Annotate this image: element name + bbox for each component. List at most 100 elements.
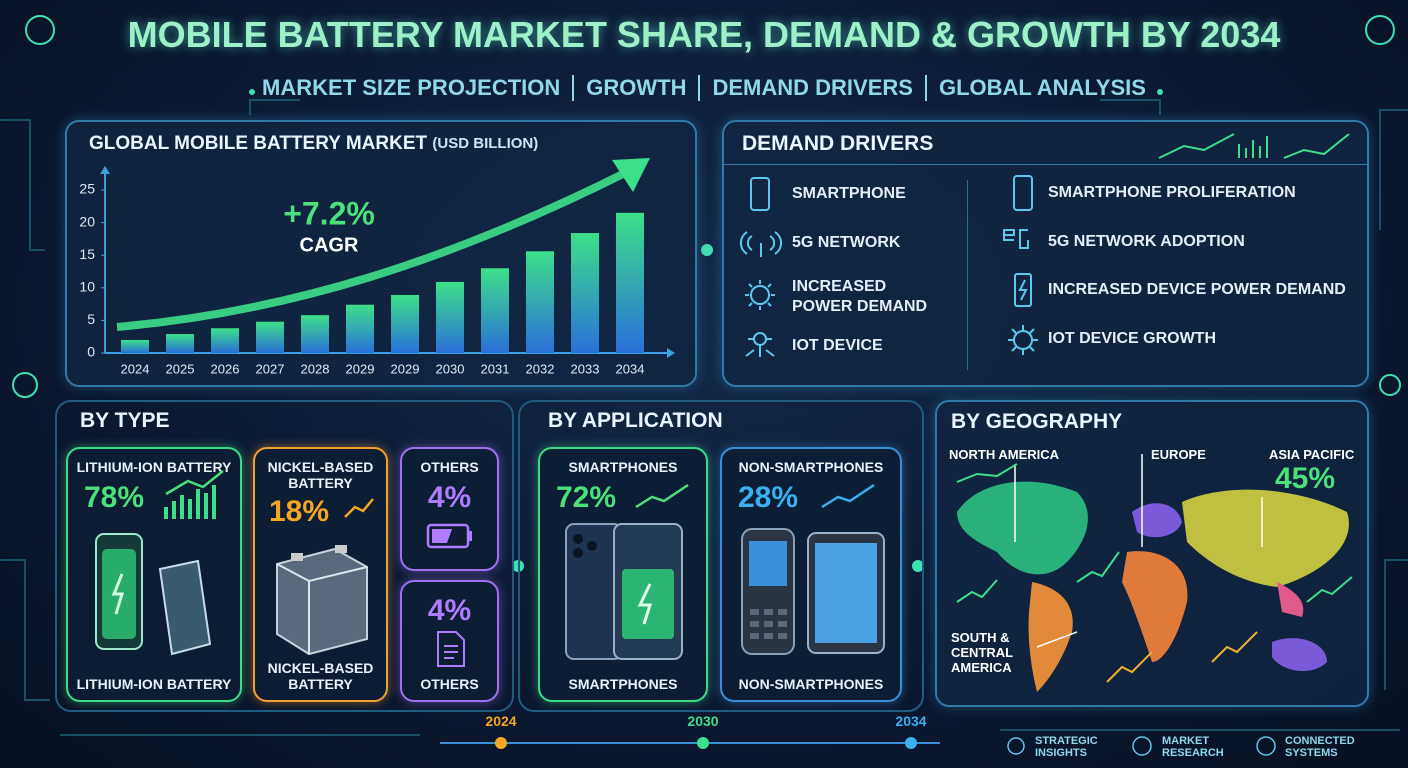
card-caption: NON-SMARTPHONES bbox=[738, 676, 884, 692]
y-tick-label: 20 bbox=[79, 213, 95, 229]
share: 18% bbox=[269, 495, 330, 528]
driver-icons bbox=[740, 133, 1350, 357]
card-caption: LITHIUM-ION BATTERY bbox=[76, 676, 232, 692]
driver: INCREASED DEVICE POWER DEMAND bbox=[1048, 281, 1346, 298]
x-axis-arrow bbox=[667, 348, 675, 358]
card-caption: NICKEL-BASED BATTERY bbox=[267, 660, 374, 692]
bar bbox=[121, 339, 149, 353]
card-caption: OTHERS bbox=[420, 676, 479, 692]
subtitle: MARKET SIZE PROJECTION GROWTH DEMAND DRIVE… bbox=[0, 75, 1408, 101]
cagr-value: +7.2% bbox=[283, 195, 375, 231]
bars bbox=[121, 212, 644, 353]
timeline-label: 2024 bbox=[485, 713, 516, 729]
y-tick-label: 15 bbox=[79, 246, 95, 262]
type-card: NICKEL-BASED BATTERY 18% NICKEL-BASED BA… bbox=[253, 447, 388, 702]
y-tick-label: 25 bbox=[79, 181, 95, 197]
timeline-dot bbox=[697, 737, 709, 749]
timeline-dot bbox=[495, 737, 507, 749]
application-section bbox=[518, 400, 924, 712]
card-caption: SMARTPHONES bbox=[568, 676, 678, 692]
panel-title: BY GEOGRAPHY bbox=[951, 410, 1123, 433]
x-tick-label: 2027 bbox=[256, 361, 285, 376]
region-label: ASIA PACIFIC bbox=[1269, 447, 1355, 462]
share: 4% bbox=[427, 481, 472, 514]
cagr-label: CAGR bbox=[300, 234, 359, 256]
driver: SMARTPHONE bbox=[792, 185, 906, 202]
chart-title: GLOBAL MOBILE BATTERY MARKET (USD BILLIO… bbox=[89, 133, 538, 154]
growth-arrow bbox=[116, 168, 629, 331]
bar bbox=[481, 268, 509, 353]
chart-title-main: GLOBAL MOBILE BATTERY MARKET bbox=[89, 133, 428, 154]
growth-arrow-head bbox=[612, 158, 650, 192]
lithium-illustration bbox=[95, 470, 224, 656]
bar bbox=[616, 212, 644, 353]
subtitle-item: DEMAND DRIVERS bbox=[698, 75, 924, 101]
subtitle-item: GLOBAL ANALYSIS bbox=[924, 75, 1158, 101]
subtitle-item: GROWTH bbox=[572, 75, 698, 101]
subtitle-item: MARKET SIZE PROJECTION bbox=[262, 75, 561, 100]
region-label: SOUTH & CENTRAL AMERICA bbox=[951, 630, 1013, 675]
type-card: 4% OTHERS bbox=[400, 580, 499, 702]
y-tick-label: 10 bbox=[79, 279, 95, 295]
driver: SMARTPHONE PROLIFERATION bbox=[1048, 184, 1296, 201]
x-tick-label: 2024 bbox=[121, 361, 150, 376]
y-tick-label: 5 bbox=[87, 311, 95, 327]
footer-item: STRATEGIC INSIGHTS bbox=[1035, 735, 1098, 759]
x-tick-label: 2033 bbox=[571, 361, 600, 376]
region-label: NORTH AMERICA bbox=[949, 447, 1060, 462]
x-tick-label: 2030 bbox=[436, 361, 465, 376]
x-tick-label: 2028 bbox=[301, 361, 330, 376]
region-label: EUROPE bbox=[1151, 447, 1206, 462]
y-tick-label: 0 bbox=[87, 344, 95, 360]
x-tick-label: 2025 bbox=[166, 361, 195, 376]
y-axis-arrow bbox=[100, 166, 110, 174]
nickel-illustration bbox=[276, 498, 374, 656]
driver: IOT DEVICE bbox=[792, 337, 883, 354]
timeline-label: 2030 bbox=[687, 713, 718, 729]
bar bbox=[166, 334, 194, 353]
divider bbox=[724, 164, 1367, 165]
card-label: OTHERS bbox=[420, 459, 479, 475]
geography-panel: BY GEOGRAPHY NORTH AMERICA EUROPE ASIA P… bbox=[935, 400, 1369, 707]
timeline-label: 2034 bbox=[895, 713, 926, 729]
driver: 5G NETWORK bbox=[792, 234, 901, 251]
x-tick-label: 2026 bbox=[211, 361, 240, 376]
type-card: OTHERS 4% bbox=[400, 447, 499, 571]
card-label: NICKEL-BASED BATTERY bbox=[267, 459, 374, 491]
panel-title: DEMAND DRIVERS bbox=[742, 132, 934, 155]
document-icon bbox=[437, 631, 465, 667]
x-tick-label: 2034 bbox=[616, 361, 645, 376]
card-label: LITHIUM-ION BATTERY bbox=[76, 459, 232, 475]
footer-item: CONNECTED SYSTEMS bbox=[1285, 735, 1355, 759]
bar bbox=[211, 328, 239, 353]
bar bbox=[391, 294, 419, 353]
x-tick-label: 2031 bbox=[481, 361, 510, 376]
share: 28% bbox=[738, 481, 799, 514]
bar bbox=[346, 304, 374, 353]
battery-icon bbox=[426, 523, 472, 549]
x-tick-label: 2029 bbox=[391, 361, 420, 376]
application-card: NON-SMARTPHONES 28% NON-SMARTPHONES bbox=[720, 447, 902, 702]
x-tick-label: 2032 bbox=[526, 361, 555, 376]
bar bbox=[571, 233, 599, 353]
driver: 5G NETWORK ADOPTION bbox=[1048, 233, 1245, 250]
bar bbox=[526, 251, 554, 353]
page-title: MOBILE BATTERY MARKET SHARE, DEMAND & GR… bbox=[127, 14, 1281, 55]
timeline-dot bbox=[905, 737, 917, 749]
section-title: BY TYPE bbox=[80, 409, 170, 432]
type-card: LITHIUM-ION BATTERY 78% LITHIUM-ION BATT… bbox=[66, 447, 242, 702]
demand-panel: DEMAND DRIVERS SMARTPHONE 5G NETWORK INC… bbox=[722, 120, 1369, 387]
smartphone-illustration bbox=[565, 483, 689, 660]
bar bbox=[256, 321, 284, 353]
application-card: SMARTPHONES 72% SMARTPHONES bbox=[538, 447, 708, 702]
share: 72% bbox=[556, 481, 617, 514]
share: 45% bbox=[1275, 462, 1336, 495]
share: 78% bbox=[84, 481, 145, 514]
driver: INCREASED POWER DEMAND bbox=[792, 278, 928, 315]
x-tick-label: 2029 bbox=[346, 361, 375, 376]
devices-illustration bbox=[741, 483, 885, 655]
bar-chart: GLOBAL MOBILE BATTERY MARKET (USD BILLIO… bbox=[79, 133, 675, 376]
chart-unit: (USD BILLION) bbox=[432, 135, 538, 152]
